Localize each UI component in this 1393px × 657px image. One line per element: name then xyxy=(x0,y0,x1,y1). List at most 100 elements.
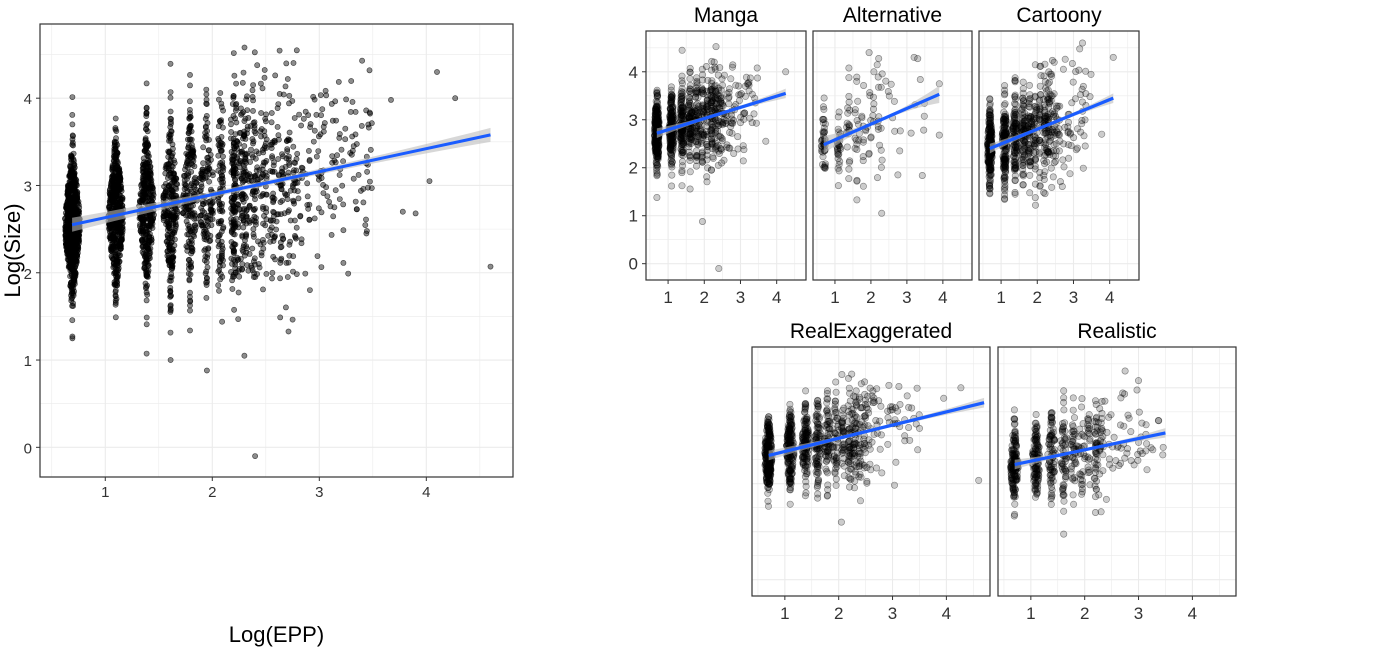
data-point xyxy=(1020,171,1026,177)
data-point xyxy=(855,98,861,104)
data-point xyxy=(312,216,317,221)
data-point xyxy=(845,105,851,111)
data-point xyxy=(1012,94,1018,100)
data-point xyxy=(184,151,189,156)
data-point xyxy=(366,125,371,130)
data-point xyxy=(261,163,266,168)
data-point xyxy=(168,278,173,283)
data-point xyxy=(687,154,693,160)
data-point xyxy=(168,95,173,100)
data-point xyxy=(679,163,685,169)
data-point xyxy=(717,64,723,70)
data-point xyxy=(144,351,149,356)
data-point xyxy=(653,162,659,168)
data-point xyxy=(220,263,225,268)
data-point xyxy=(356,172,361,177)
data-point xyxy=(668,99,674,105)
data-point xyxy=(337,197,342,202)
data-point xyxy=(168,61,173,66)
data-point xyxy=(169,116,174,121)
data-point xyxy=(250,136,255,141)
data-point xyxy=(1049,184,1055,190)
data-point xyxy=(144,114,149,119)
data-point xyxy=(860,137,866,143)
data-point xyxy=(216,283,221,288)
data-point xyxy=(711,59,717,65)
data-point xyxy=(341,202,346,207)
data-point xyxy=(259,126,264,131)
data-point xyxy=(330,118,335,123)
data-point xyxy=(687,169,693,175)
data-point xyxy=(70,318,75,323)
data-point xyxy=(1003,116,1009,122)
data-point xyxy=(240,180,245,185)
data-point xyxy=(259,110,264,115)
data-point xyxy=(716,265,722,271)
data-point xyxy=(148,189,153,194)
data-point xyxy=(144,272,149,277)
x-axis-title: Log(EPP) xyxy=(229,622,324,647)
data-point xyxy=(251,232,256,237)
data-point xyxy=(273,73,278,78)
data-point xyxy=(220,142,225,147)
data-point xyxy=(286,170,291,175)
data-point xyxy=(143,238,148,243)
data-point xyxy=(65,200,70,205)
data-point xyxy=(763,138,769,144)
data-point xyxy=(199,220,204,225)
data-point xyxy=(693,152,699,158)
data-point xyxy=(988,132,994,138)
x-tick-label: 3 xyxy=(902,288,911,307)
data-point xyxy=(679,73,685,79)
data-point xyxy=(262,75,267,80)
data-point xyxy=(220,173,225,178)
data-point xyxy=(936,81,942,87)
data-point xyxy=(71,202,76,207)
data-point xyxy=(413,211,418,216)
data-point xyxy=(279,256,284,261)
data-point xyxy=(242,353,247,358)
data-point xyxy=(186,239,191,244)
data-point xyxy=(261,150,266,155)
data-point xyxy=(312,128,317,133)
data-point xyxy=(278,200,283,205)
data-point xyxy=(261,213,266,218)
data-point xyxy=(667,143,673,149)
data-point xyxy=(290,317,295,322)
data-point xyxy=(241,70,246,75)
data-point xyxy=(187,116,192,121)
data-point xyxy=(65,209,70,214)
data-point xyxy=(251,83,256,88)
data-point xyxy=(219,105,224,110)
data-point xyxy=(235,202,240,207)
data-point xyxy=(1032,163,1038,169)
data-point xyxy=(295,151,300,156)
data-point xyxy=(219,148,224,153)
data-point xyxy=(251,98,256,103)
data-point xyxy=(728,76,734,82)
data-point xyxy=(264,192,269,197)
data-point xyxy=(1040,189,1046,195)
data-point xyxy=(388,97,393,102)
x-tick-label: 1 xyxy=(830,288,839,307)
data-point xyxy=(221,180,226,185)
data-point xyxy=(737,119,743,125)
data-point xyxy=(241,218,246,223)
data-point xyxy=(427,179,432,184)
data-point xyxy=(108,183,113,188)
data-point xyxy=(281,236,286,241)
data-point xyxy=(113,315,118,320)
data-point xyxy=(271,191,276,196)
data-point xyxy=(108,224,113,229)
data-point xyxy=(199,182,204,187)
data-point xyxy=(667,136,673,142)
data-point xyxy=(277,48,282,53)
data-point xyxy=(870,94,876,100)
data-point xyxy=(68,218,73,223)
data-point xyxy=(699,218,705,224)
data-point xyxy=(291,144,296,149)
data-point xyxy=(143,136,148,141)
data-point xyxy=(194,180,199,185)
data-point xyxy=(278,245,283,250)
